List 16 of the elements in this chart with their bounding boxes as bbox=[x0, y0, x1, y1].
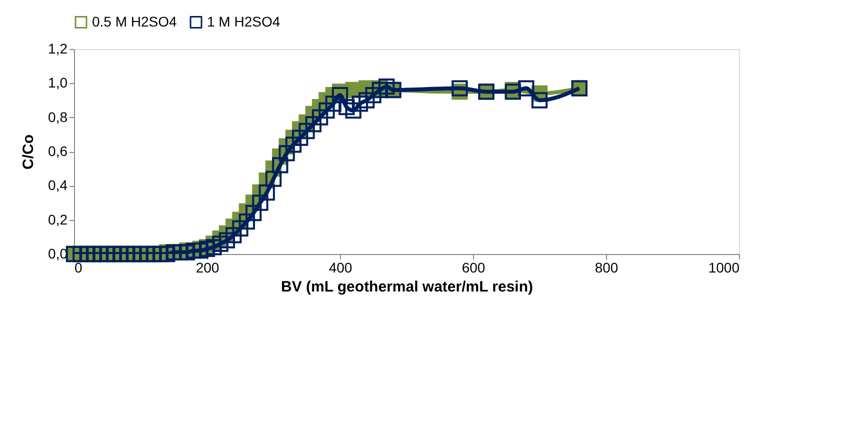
y-tick-label: 0,4 bbox=[48, 177, 68, 194]
y-tick-label: 0,2 bbox=[48, 211, 68, 228]
y-axis-title: C/Co bbox=[20, 134, 38, 170]
y-tick-label: 1,0 bbox=[48, 74, 68, 91]
x-tick-label: 1000 bbox=[708, 260, 740, 276]
y-tick-label: 1,2 bbox=[48, 40, 68, 56]
x-axis-title: BV (mL geothermal water/mL resin) bbox=[280, 278, 534, 296]
x-tick-label: 0 bbox=[74, 260, 82, 276]
y-tick-label: 0,6 bbox=[48, 143, 68, 159]
y-tick-label: 0,8 bbox=[48, 108, 68, 125]
x-tick-label: 400 bbox=[328, 260, 352, 276]
x-tick-label: 200 bbox=[196, 260, 220, 276]
x-tick-label: 800 bbox=[594, 260, 618, 276]
legend-label: 1 M H2SO4 bbox=[207, 13, 280, 30]
x-tick-label: 600 bbox=[462, 260, 486, 276]
legend-label: 0.5 M H2SO4 bbox=[92, 13, 178, 30]
